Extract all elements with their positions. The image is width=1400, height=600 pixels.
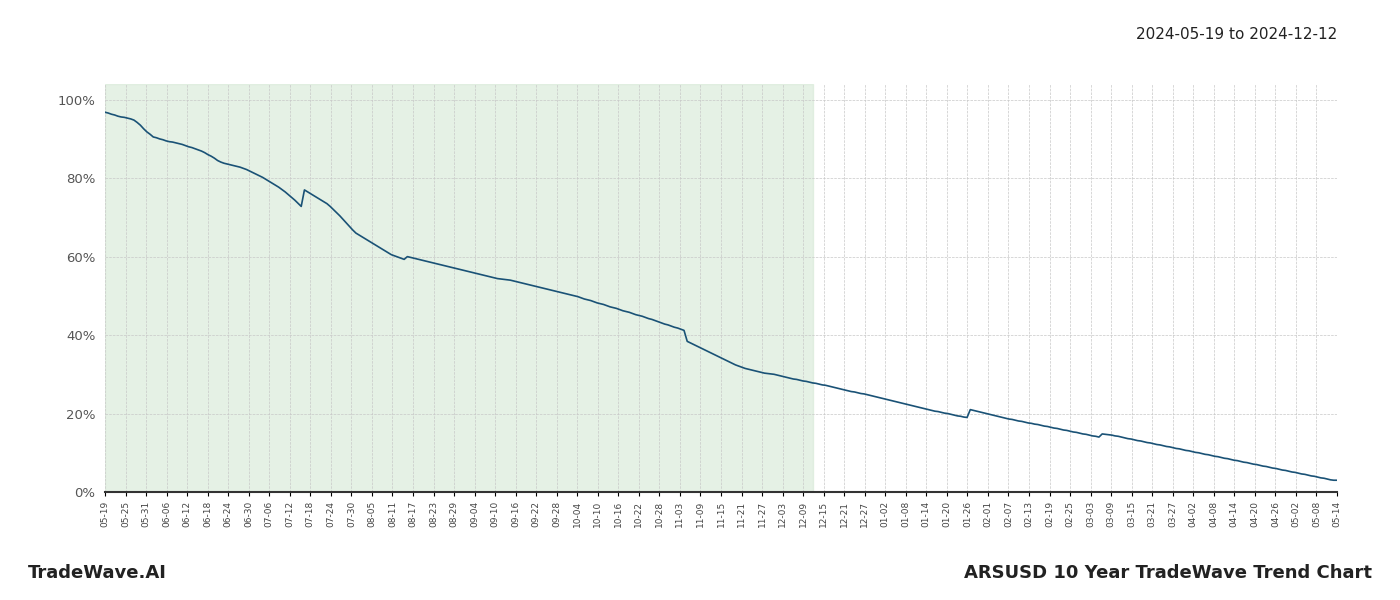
Text: 2024-05-19 to 2024-12-12: 2024-05-19 to 2024-12-12 xyxy=(1135,27,1337,42)
Text: TradeWave.AI: TradeWave.AI xyxy=(28,564,167,582)
Text: ARSUSD 10 Year TradeWave Trend Chart: ARSUSD 10 Year TradeWave Trend Chart xyxy=(965,564,1372,582)
Bar xyxy=(105,84,812,492)
